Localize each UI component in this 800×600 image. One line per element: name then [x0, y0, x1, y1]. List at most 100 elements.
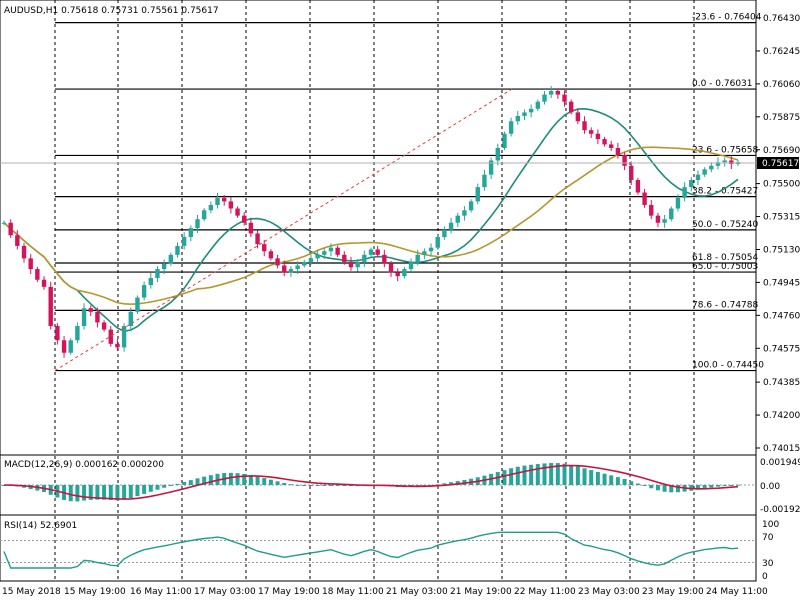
candle-body [655, 215, 661, 223]
macd-histogram-bar [635, 483, 640, 485]
macd-histogram-bar [709, 485, 714, 488]
candle-body [415, 254, 420, 262]
candle-body [302, 261, 307, 266]
candle-body [488, 160, 494, 175]
time-label: 17 May 03:00 [194, 587, 256, 597]
macd-histogram-bar [515, 466, 520, 485]
candle-body [168, 254, 174, 264]
candle-body [61, 340, 67, 353]
candle-body [328, 247, 334, 252]
candle-body [428, 247, 434, 252]
macd-histogram-bar [95, 485, 100, 500]
macd-histogram-bar [629, 481, 634, 485]
candle-body [595, 133, 601, 140]
macd-histogram-bar [128, 485, 133, 499]
macd-histogram-bar [542, 463, 547, 485]
macd-axis-zero: 0.00 [760, 482, 780, 492]
candle-body [715, 162, 721, 166]
time-label: 21 May 03:00 [386, 587, 448, 597]
candle-body [602, 139, 607, 145]
candle-body [195, 219, 200, 229]
macd-histogram-bar [522, 465, 527, 485]
candle-body [495, 147, 500, 161]
macd-histogram-bar [702, 485, 707, 489]
time-label: 22 May 11:00 [514, 587, 576, 597]
price-tick-label: 0.74385 [763, 378, 800, 388]
macd-histogram-bar [602, 473, 607, 485]
macd-histogram-bar [282, 482, 287, 485]
fib-label: 50.0 - 0.75240 [692, 220, 758, 230]
macd-histogram-bar [502, 470, 507, 485]
candle-body [548, 91, 554, 95]
rsi-panel[interactable] [0, 514, 757, 582]
candle-body [669, 208, 674, 220]
candle-body [408, 261, 414, 270]
macd-histogram-bar [736, 484, 740, 486]
time-label: 17 May 19:00 [258, 587, 320, 597]
candle-body [8, 222, 13, 236]
macd-histogram-bar [649, 485, 654, 489]
rsi-axis-0: 0 [762, 572, 768, 582]
price-tick-label: 0.75875 [763, 113, 800, 123]
candle-body [575, 112, 581, 122]
macd-histogram-bar [322, 485, 327, 486]
time-label: 24 May 11:00 [706, 587, 768, 597]
macd-histogram-bar [295, 484, 300, 486]
macd-histogram-bar [422, 485, 427, 486]
macd-histogram-bar [449, 482, 454, 485]
macd-header: MACD(12,26,9) 0.000162 0.000200 [4, 460, 164, 470]
candle-body [262, 244, 267, 252]
rsi-axis-70: 70 [762, 533, 774, 543]
candle-body [675, 197, 681, 209]
macd-histogram-bar [722, 485, 727, 486]
price-axis: 0.76430 0.76245 0.76060 0.75875 0.75690 0.755… [756, 14, 800, 454]
macd-indicator [0, 463, 756, 502]
rsi-header: RSI(14) 52.6901 [4, 521, 77, 531]
macd-histogram-bar [248, 475, 253, 485]
candle-body [649, 204, 654, 216]
macd-histogram-bar [148, 485, 153, 492]
candle-body [568, 101, 574, 113]
candle-body [388, 263, 394, 273]
candle-body [55, 326, 60, 341]
candle-body [315, 254, 320, 259]
candle-body [101, 322, 107, 330]
macd-histogram-bar [348, 485, 353, 486]
macd-histogram-bar [729, 485, 734, 486]
macd-signal-line [3, 464, 739, 500]
macd-histogram-bar [675, 485, 680, 493]
candle-body [335, 247, 340, 255]
macd-histogram-bar [268, 479, 273, 485]
macd-histogram-bar [208, 475, 213, 485]
candle-body [108, 329, 113, 344]
candle-body [542, 94, 547, 102]
candle-body [242, 215, 247, 223]
macd-histogram-bar [122, 485, 127, 500]
candle-body [348, 261, 354, 268]
candle-body [382, 254, 387, 264]
candle-body [615, 147, 621, 156]
macd-histogram-bar [715, 485, 720, 487]
candle-body [228, 201, 234, 209]
macd-histogram-bar [228, 472, 233, 485]
candle-body [308, 258, 314, 262]
current-price-label: 0.75617 [762, 159, 799, 169]
price-tick-label: 0.76060 [763, 80, 800, 90]
candle-body [282, 265, 287, 273]
macd-histogram-bar [589, 470, 594, 485]
candle-body [368, 249, 374, 255]
fib-label: 38.2 - 0.75427 [692, 187, 758, 197]
candle-body [35, 269, 40, 280]
candle-body [1, 222, 7, 224]
macd-histogram-bar [342, 485, 347, 486]
macd-histogram-bar [168, 485, 173, 486]
price-tick-label: 0.75690 [763, 146, 800, 156]
macd-histogram-bar [662, 485, 667, 492]
fib-label: 23.6 - 0.75658 [692, 145, 758, 155]
macd-histogram-bar [622, 479, 627, 485]
candle-body [442, 229, 447, 238]
candle-body [88, 308, 93, 312]
fib-label: 100.0 - 0.74450 [692, 361, 764, 371]
price-panel[interactable] [0, 0, 757, 456]
